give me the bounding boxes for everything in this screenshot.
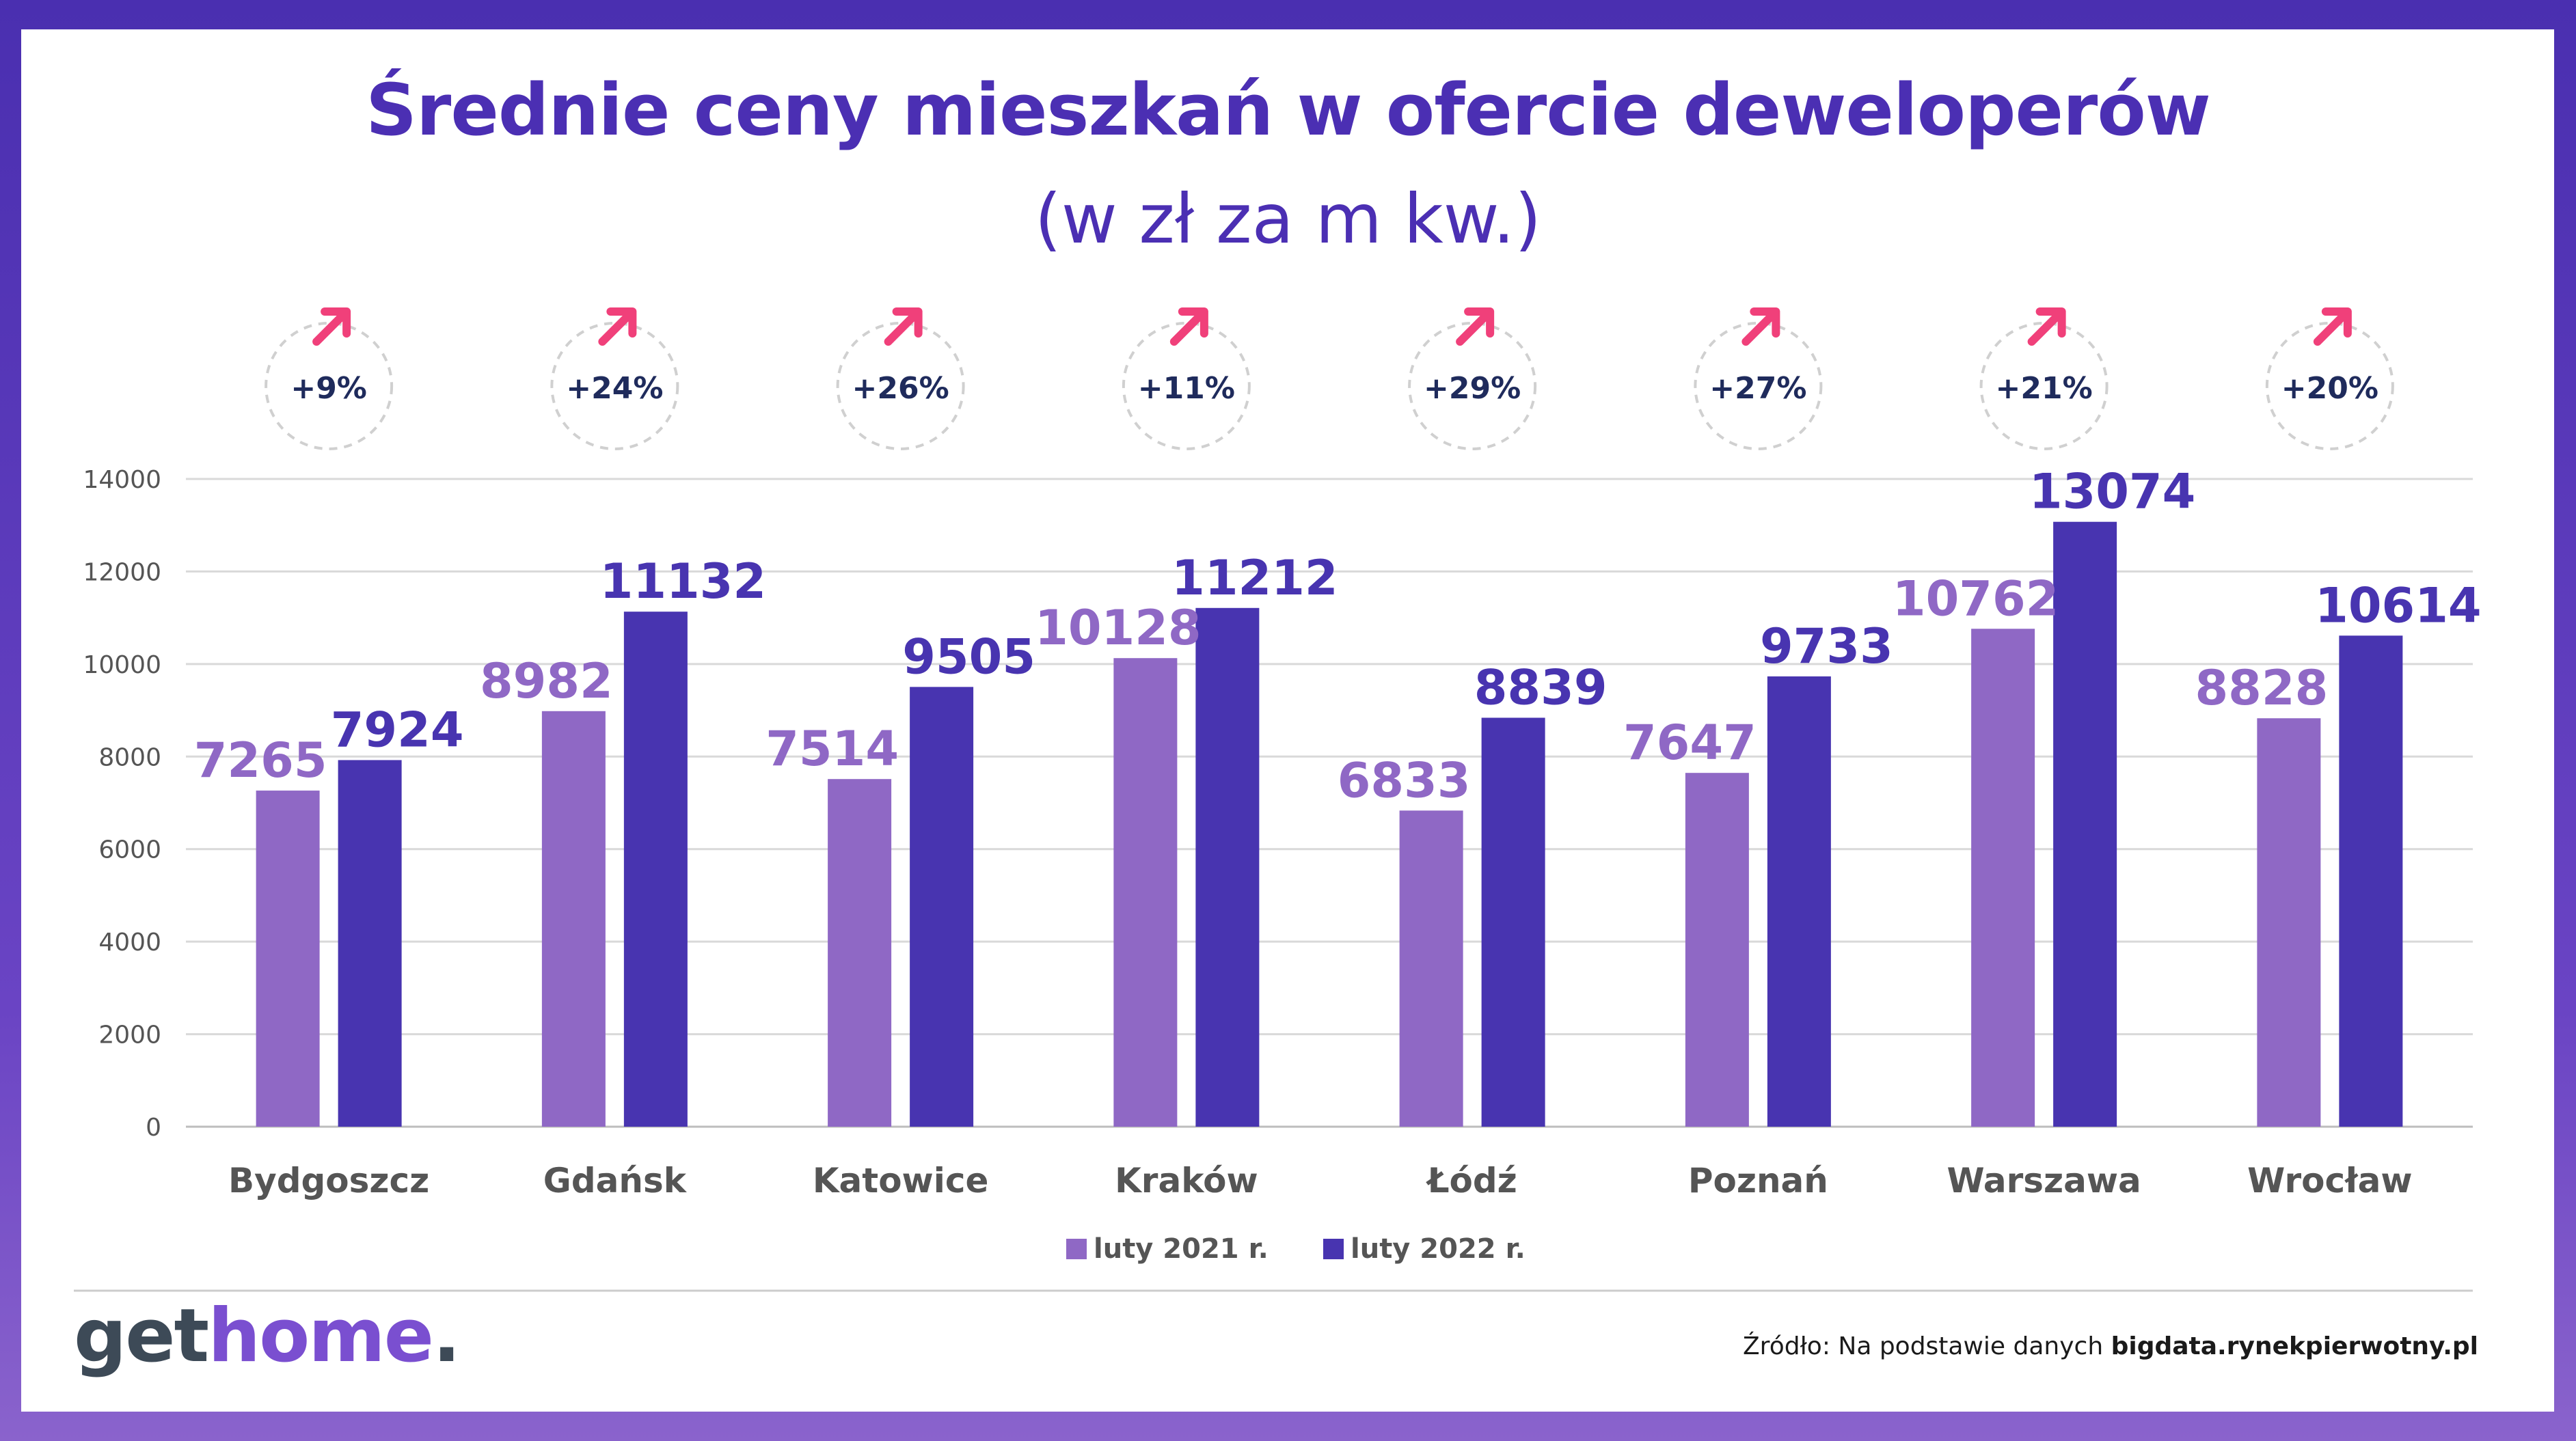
source-prefix: Źródło: Na podstawie danych: [1743, 1332, 2111, 1360]
value-label-2022: 9505: [902, 629, 1035, 685]
chart-title: Średnie ceny mieszkań w ofercie dewelope…: [366, 68, 2211, 152]
value-label-2021: 8828: [2195, 660, 2328, 716]
bar-2022: [338, 760, 402, 1127]
arrow-up-icon: [598, 307, 637, 346]
arrow-up-icon: [1741, 307, 1780, 346]
source-site: bigdata.rynekpierwotny.pl: [2111, 1332, 2478, 1360]
value-label-2021: 7647: [1623, 715, 1757, 771]
legend-label-2022: luty 2022 r.: [1351, 1233, 1526, 1265]
bar-2021: [1971, 629, 2035, 1127]
change-badge-circle: [1694, 322, 1823, 450]
category-label: Gdańsk: [543, 1161, 688, 1200]
bar-2021: [1113, 658, 1178, 1127]
bar-2021: [2257, 718, 2321, 1127]
category-label: Bydgoszcz: [228, 1161, 429, 1200]
value-label-2022: 10614: [2315, 577, 2482, 633]
bar-2022: [1767, 676, 1831, 1127]
chart-subtitle: (w zł za m kw.): [1034, 179, 1542, 259]
y-tick-label: 0: [146, 1114, 161, 1142]
value-label-2022: 11212: [1171, 550, 1338, 606]
y-tick-label: 4000: [98, 929, 161, 957]
legend-label-2021: luty 2021 r.: [1094, 1233, 1269, 1265]
legend-swatch-2021: [1066, 1239, 1087, 1259]
change-badge-circle: [1979, 322, 2109, 450]
bar-2021: [541, 711, 606, 1127]
value-label-2022: 9733: [1760, 618, 1893, 674]
category-label: Warszawa: [1947, 1161, 2141, 1200]
change-badge-circle: [550, 322, 679, 450]
bar-2022: [1481, 717, 1545, 1127]
change-badge-circle: [265, 322, 394, 450]
gethome-logo: gethome.: [74, 1300, 461, 1373]
value-label-2022: 11132: [600, 553, 767, 609]
value-label-2021: 6833: [1338, 752, 1471, 808]
source-note: Źródło: Na podstawie danych bigdata.ryne…: [1743, 1332, 2478, 1360]
arrow-up-icon: [312, 307, 351, 346]
arrow-up-icon: [1169, 307, 1208, 346]
change-percent: +21%: [1996, 371, 2093, 406]
change-percent: +9%: [290, 371, 367, 406]
value-label-2022: 8839: [1474, 659, 1608, 715]
change-percent: +27%: [1709, 371, 1806, 406]
arrow-up-icon: [2027, 307, 2066, 346]
y-tick-label: 10000: [83, 651, 161, 679]
bar-2022: [2339, 635, 2403, 1127]
logo-text-dot: .: [433, 1293, 461, 1379]
change-badge-circle: [1408, 322, 1537, 450]
category-label: Kraków: [1115, 1161, 1258, 1200]
category-label: Wrocław: [2247, 1161, 2412, 1200]
change-percent: +24%: [566, 371, 663, 406]
value-label-2021: 10128: [1035, 600, 1202, 656]
value-label-2022: 7924: [331, 702, 464, 758]
y-tick-label: 2000: [98, 1021, 161, 1049]
change-percent: +20%: [2281, 371, 2378, 406]
arrow-up-icon: [2313, 307, 2352, 346]
change-percent: +11%: [1138, 371, 1235, 406]
change-badge-circle: [836, 322, 965, 450]
legend-swatch-2022: [1323, 1239, 1344, 1259]
bar-2022: [623, 612, 688, 1127]
change-badge-circle: [2265, 322, 2394, 450]
change-percent: +26%: [852, 371, 949, 406]
y-tick-label: 14000: [83, 466, 161, 494]
bar-2021: [828, 779, 892, 1127]
bar-2021: [1399, 810, 1463, 1127]
category-label: Katowice: [813, 1161, 989, 1200]
change-percent: +29%: [1424, 371, 1521, 406]
logo-text-home: home: [208, 1293, 434, 1379]
arrow-up-icon: [1456, 307, 1495, 346]
bar-2022: [2053, 521, 2117, 1127]
change-badge-circle: [1122, 322, 1251, 450]
chart-card: [21, 29, 2554, 1412]
value-label-2021: 8982: [480, 653, 613, 709]
value-label-2021: 7265: [194, 732, 327, 788]
y-tick-label: 8000: [98, 743, 161, 771]
y-tick-label: 6000: [98, 836, 161, 864]
bar-2022: [1195, 607, 1260, 1127]
value-label-2021: 7514: [765, 721, 899, 777]
category-label: Poznań: [1688, 1161, 1828, 1200]
bar-2021: [256, 791, 320, 1127]
bar-2021: [1685, 773, 1749, 1127]
logo-text-get: get: [74, 1293, 209, 1379]
arrow-up-icon: [884, 307, 923, 346]
value-label-2022: 13074: [2029, 464, 2196, 520]
category-label: Łódź: [1425, 1161, 1517, 1200]
value-label-2021: 10762: [1893, 571, 2059, 627]
y-tick-label: 12000: [83, 558, 161, 586]
bar-2022: [910, 687, 974, 1127]
